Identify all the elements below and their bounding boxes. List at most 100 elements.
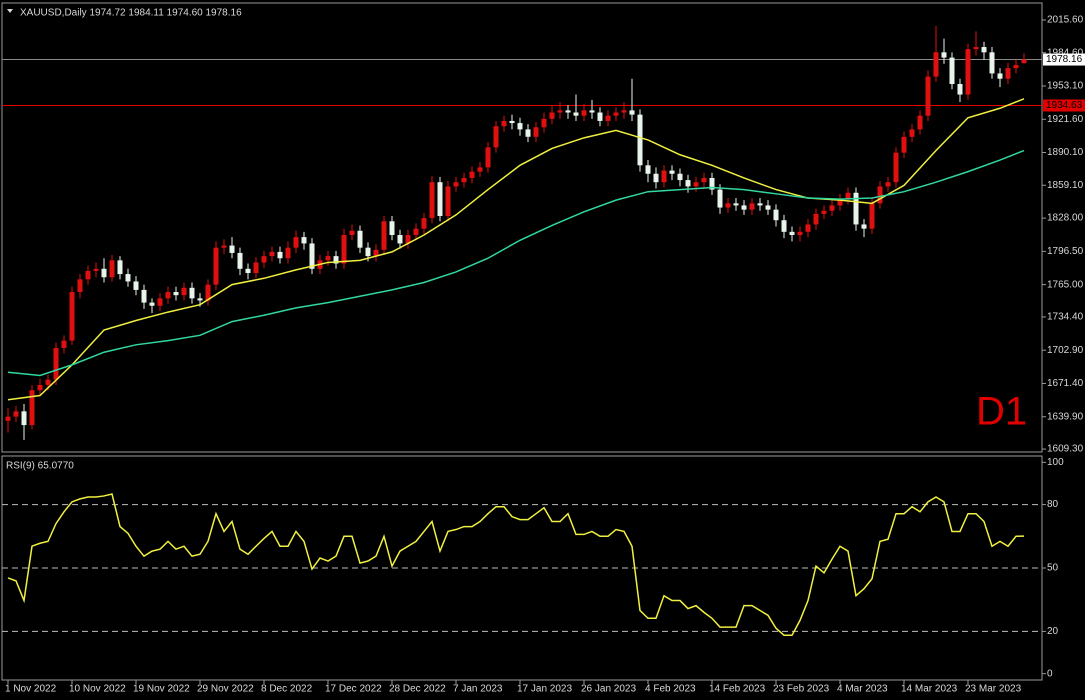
candle-body xyxy=(645,165,651,174)
candle-body xyxy=(877,186,883,204)
candle-body xyxy=(477,167,483,172)
candle-body xyxy=(413,228,419,235)
y-tick-label: 1671.40 xyxy=(1047,378,1084,389)
candle-body xyxy=(741,205,747,210)
candle-body xyxy=(245,268,251,274)
candle-body xyxy=(949,57,955,84)
candle-body xyxy=(781,220,787,232)
y-tick-label: 1984.60 xyxy=(1047,47,1084,58)
candle-body xyxy=(301,237,307,244)
candle-body xyxy=(677,173,683,181)
x-tick-label: 4 Mar 2023 xyxy=(837,684,888,695)
candle-body xyxy=(549,112,555,119)
candle-body xyxy=(173,292,179,296)
candle-body xyxy=(397,234,403,244)
candle-body xyxy=(837,199,843,206)
y-tick-label: 1765.00 xyxy=(1047,279,1084,290)
y-tick-label: 20 xyxy=(1047,626,1059,637)
candle-body xyxy=(589,110,595,113)
menu-arrow[interactable] xyxy=(7,9,13,13)
price-level-label: 1934.63 xyxy=(1046,100,1083,111)
candle-body xyxy=(813,213,819,225)
price-level-label: 1978.16 xyxy=(1046,54,1083,65)
candle-body xyxy=(333,256,339,264)
y-tick-label: 100 xyxy=(1047,457,1064,468)
candle-body xyxy=(805,224,811,232)
candle-body xyxy=(957,83,963,95)
candle-body xyxy=(765,205,771,210)
candle-body xyxy=(285,247,291,259)
candle-body xyxy=(733,203,739,206)
candle-body xyxy=(829,205,835,211)
candle-body xyxy=(45,379,51,385)
candle-body xyxy=(141,289,147,303)
candle-body xyxy=(533,127,539,137)
candle-body xyxy=(821,210,827,214)
x-tick-label: 19 Nov 2022 xyxy=(133,684,190,695)
y-tick-label: 1609.30 xyxy=(1047,444,1084,455)
candle-body xyxy=(125,274,131,282)
candle-body xyxy=(725,203,731,208)
candle-body xyxy=(341,234,347,264)
x-tick-label: 29 Nov 2022 xyxy=(197,684,254,695)
candle-body xyxy=(909,129,915,137)
candle-body xyxy=(493,126,499,148)
candle-body xyxy=(525,129,531,137)
price-level-box xyxy=(1043,53,1085,66)
candle-body xyxy=(717,189,723,208)
x-tick-label: 1 Nov 2022 xyxy=(5,684,57,695)
candle-body xyxy=(861,224,867,229)
candle-body xyxy=(157,298,163,306)
candle-body xyxy=(685,180,691,187)
x-tick-label: 17 Dec 2022 xyxy=(325,684,382,695)
x-tick-label: 23 Mar 2023 xyxy=(965,684,1022,695)
y-tick-label: 1734.40 xyxy=(1047,312,1084,323)
panel-title: XAUUSD,Daily 1974.72 1984.11 1974.60 197… xyxy=(20,8,242,19)
candle-body xyxy=(221,245,227,248)
candle-body xyxy=(277,251,283,259)
candle-body xyxy=(357,230,363,248)
candle-body xyxy=(389,221,395,235)
candle-body xyxy=(61,340,67,348)
candle-body xyxy=(269,251,275,257)
candle-body xyxy=(205,284,211,301)
candle-body xyxy=(797,231,803,235)
candle-body xyxy=(989,52,995,74)
candle-body xyxy=(325,256,331,261)
candle-body xyxy=(133,281,139,290)
moving-average xyxy=(7,98,1025,401)
candle-body xyxy=(517,123,523,130)
candle-body xyxy=(661,170,667,183)
candle-body xyxy=(925,76,931,116)
candle-body xyxy=(5,416,11,421)
candle-body xyxy=(485,147,491,168)
x-tick-label: 8 Dec 2022 xyxy=(261,684,313,695)
candle-body xyxy=(1005,68,1011,79)
candle-body xyxy=(565,110,571,113)
candle-body xyxy=(629,110,635,115)
candle-body xyxy=(669,170,675,174)
x-tick-label: 14 Mar 2023 xyxy=(901,684,958,695)
candle-body xyxy=(29,390,35,426)
candle-body xyxy=(773,209,779,221)
candle-body xyxy=(749,203,755,210)
candle-body xyxy=(509,120,515,124)
candle-body xyxy=(501,120,507,127)
candle-body xyxy=(965,49,971,95)
candle-body xyxy=(757,203,763,206)
candle-body xyxy=(197,298,203,301)
y-tick-label: 1921.60 xyxy=(1047,114,1084,125)
candle-body xyxy=(605,115,611,121)
candle-body xyxy=(853,192,859,225)
candle-body xyxy=(437,182,443,216)
candle-body xyxy=(349,230,355,235)
candle-body xyxy=(653,173,659,183)
candle-body xyxy=(237,252,243,269)
rsi-line xyxy=(7,493,1025,636)
candle-body xyxy=(1021,59,1027,64)
candle-body xyxy=(229,245,235,253)
y-tick-label: 1796.50 xyxy=(1047,246,1084,257)
candle-body xyxy=(13,411,19,417)
candle-body xyxy=(917,115,923,130)
